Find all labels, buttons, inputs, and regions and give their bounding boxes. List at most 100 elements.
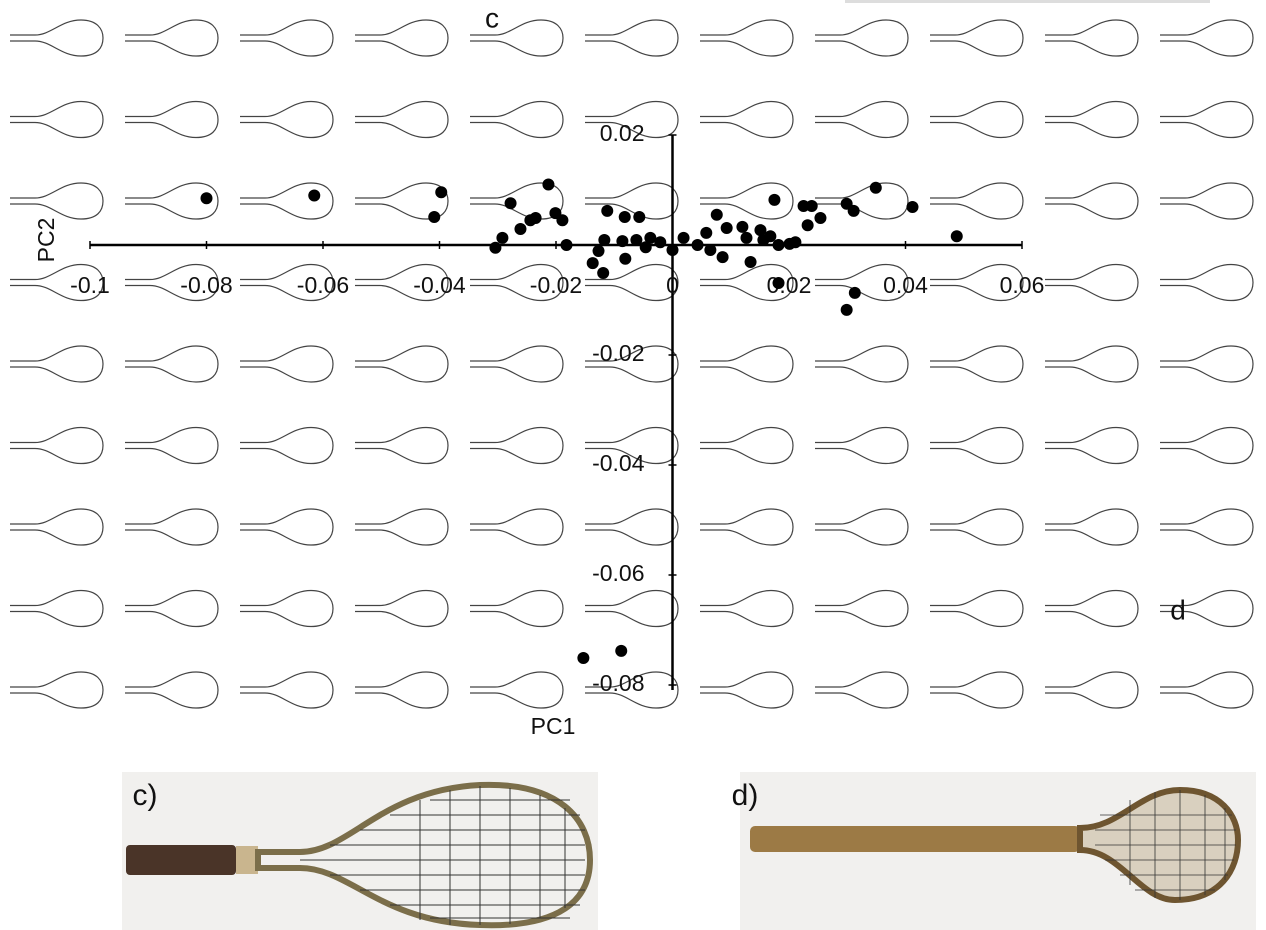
shape-outline: [1160, 20, 1253, 56]
shape-outline: [240, 346, 333, 382]
point: [704, 244, 716, 256]
shape-outline: [1045, 20, 1138, 56]
shape-outline: [700, 591, 793, 627]
shape-outline: [10, 672, 103, 708]
shape-outline: [930, 672, 1023, 708]
shape-outline: [355, 672, 448, 708]
point: [542, 179, 554, 191]
point: [654, 236, 666, 248]
shape-outline: [355, 346, 448, 382]
shape-outline: [470, 509, 563, 545]
shape-outline: [470, 346, 563, 382]
point: [619, 253, 631, 265]
shape-outline: [240, 428, 333, 464]
point: [745, 256, 757, 268]
shape-outline: [585, 591, 678, 627]
shape-outline: [125, 346, 218, 382]
point: [201, 192, 213, 204]
shape-outline: [700, 102, 793, 138]
shape-outline: [10, 20, 103, 56]
shape-outline: [930, 509, 1023, 545]
point: [577, 652, 589, 664]
point: [740, 232, 752, 244]
shape-outline: [930, 183, 1023, 219]
x-axis-title: PC1: [531, 713, 576, 739]
shape-outline: [1160, 428, 1253, 464]
shape-outline: [585, 509, 678, 545]
photo-c: [122, 772, 598, 930]
x-tick-label: 0: [666, 272, 679, 298]
shape-outline: [470, 20, 563, 56]
shape-outline: [585, 183, 678, 219]
y-tick-label: -0.08: [592, 670, 644, 696]
shape-outline: [1045, 102, 1138, 138]
point: [667, 244, 679, 256]
x-tick-label: -0.08: [180, 272, 232, 298]
point: [773, 239, 785, 251]
point: [633, 211, 645, 223]
point: [601, 205, 613, 217]
shape-outline: [585, 20, 678, 56]
shape-outline: [930, 102, 1023, 138]
shape-outline: [10, 591, 103, 627]
point: [906, 201, 918, 213]
y-axis-title: PC2: [33, 218, 59, 263]
point: [717, 251, 729, 263]
point: [514, 223, 526, 235]
point: [308, 190, 320, 202]
top-strip: [845, 0, 1210, 3]
point: [593, 245, 605, 257]
figure: -0.1-0.08-0.06-0.04-0.0200.020.040.060.0…: [0, 0, 1266, 930]
shape-outline: [1160, 509, 1253, 545]
point: [587, 257, 599, 269]
page: {"chart_data": {"type": "scatter", "x_la…: [0, 0, 1266, 930]
point: [870, 182, 882, 194]
x-tick-label: -0.04: [413, 272, 466, 298]
point: [615, 645, 627, 657]
y-tick-label: 0.02: [600, 120, 645, 146]
shape-outline: [355, 509, 448, 545]
shape-outline: [240, 20, 333, 56]
shape-outline: [700, 509, 793, 545]
shape-outline: [10, 346, 103, 382]
shape-outline: [930, 20, 1023, 56]
point: [435, 186, 447, 198]
shape-outline: [240, 591, 333, 627]
point: [505, 197, 517, 209]
shape-outline: [125, 509, 218, 545]
point: [598, 234, 610, 246]
shape-outline: [700, 672, 793, 708]
shape-outline: [1160, 265, 1253, 301]
shape-outline: [10, 428, 103, 464]
shape-outline: [1045, 428, 1138, 464]
point: [619, 211, 631, 223]
photo-d: [740, 772, 1256, 930]
point: [616, 235, 628, 247]
x-tick-label: -0.02: [530, 272, 582, 298]
shape-outline: [700, 428, 793, 464]
shape-outline: [815, 183, 908, 219]
shape-outline: [930, 428, 1023, 464]
shape-outline: [470, 591, 563, 627]
point: [597, 267, 609, 279]
shape-outline: [1045, 183, 1138, 219]
point: [764, 230, 776, 242]
shape-outline: [355, 428, 448, 464]
shape-outline: [125, 591, 218, 627]
shape-outline: [815, 591, 908, 627]
point: [489, 242, 501, 254]
shape-outline: [1045, 346, 1138, 382]
shape-outline: [10, 183, 103, 219]
point: [700, 227, 712, 239]
point: [802, 219, 814, 231]
shape-outline: [815, 509, 908, 545]
x-tick-label: -0.1: [70, 272, 110, 298]
x-tick-label: 0.04: [883, 272, 928, 298]
shape-outline: [815, 672, 908, 708]
shape-outline: [1045, 591, 1138, 627]
point: [951, 230, 963, 242]
shape-outline: [815, 20, 908, 56]
shape-outline: [240, 183, 333, 219]
panel-label: c: [485, 2, 499, 33]
